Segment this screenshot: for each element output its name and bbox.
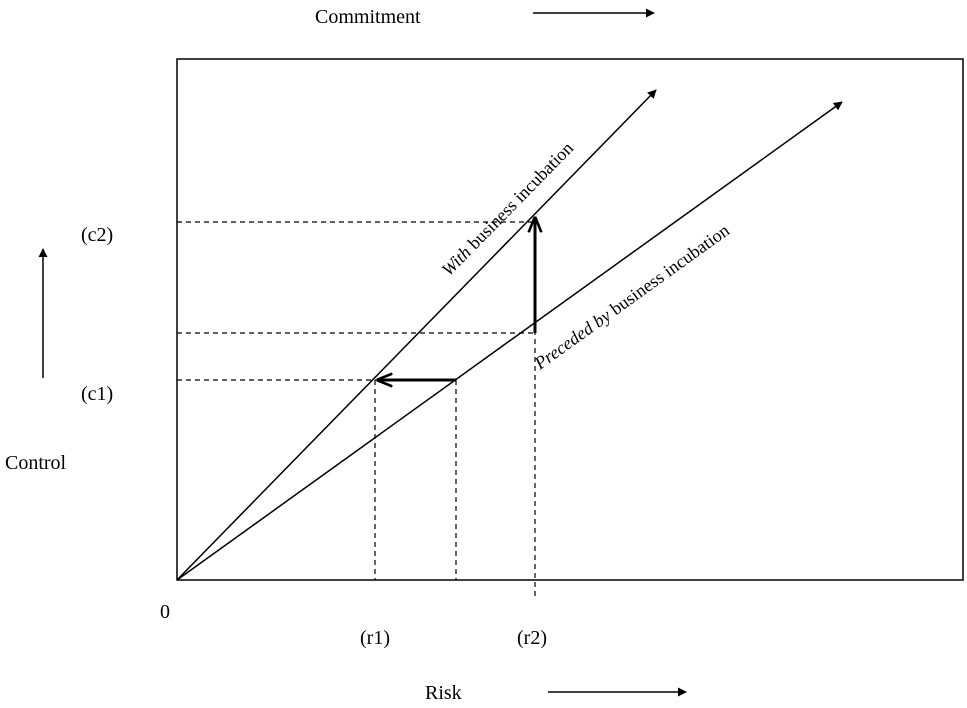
plot-frame (176, 58, 964, 581)
c2-label: (c2) (81, 224, 113, 246)
commitment-label: Commitment (315, 6, 421, 28)
preceded-incubation-line (176, 101, 843, 581)
control-label: Control (5, 452, 67, 474)
risk-label: Risk (425, 682, 462, 704)
origin-label: 0 (160, 601, 170, 623)
with-incubation-label: With business incubation (438, 138, 578, 280)
c1-label: (c1) (81, 383, 113, 405)
r1-label: (r1) (360, 627, 390, 649)
with-incubation-line (176, 89, 657, 581)
preceded-incubation-label: Preceded by business incubation (530, 220, 733, 374)
r2-label: (r2) (517, 627, 547, 649)
